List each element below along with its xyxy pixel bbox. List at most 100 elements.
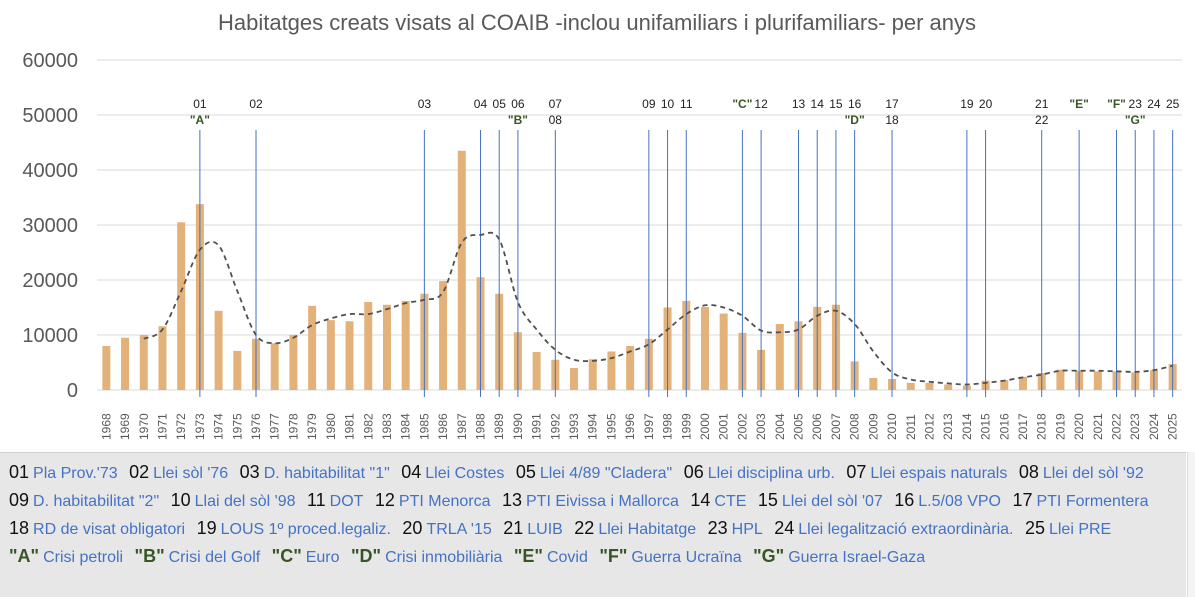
legend-code: "D" <box>350 546 382 566</box>
legend-item: 25 Llei PRE <box>1025 518 1111 538</box>
legend-item: 15 Llei del sòl '07 <box>757 490 883 510</box>
legend-code: 04 <box>401 462 422 482</box>
legend-item: 09 D. habitabilitat "2" <box>9 490 159 510</box>
bar-1972 <box>177 222 186 390</box>
x-tick-label: 2003 <box>754 413 768 440</box>
legend-text: L.5/08 VPO <box>918 493 1001 510</box>
bar-1980 <box>326 320 335 390</box>
x-tick-label: 2009 <box>866 413 880 440</box>
legend-code: "F" <box>599 546 628 566</box>
legend-text: Llei Costes <box>425 465 505 482</box>
x-tick-label: 1970 <box>137 413 151 440</box>
y-tick-label: 30000 <box>22 215 78 237</box>
legend-code: 08 <box>1018 462 1039 482</box>
legend-item: 22 Llei Habitatge <box>574 518 697 538</box>
x-tick-label: 1998 <box>661 413 675 440</box>
marker-label: "A" <box>190 113 210 127</box>
legend-code: 18 <box>9 518 30 538</box>
x-tick-label: 1990 <box>511 413 525 440</box>
legend-code: 10 <box>170 490 191 510</box>
marker-label: 13 <box>792 97 806 111</box>
x-tick-label: 2020 <box>1072 413 1086 440</box>
marker-label: 08 <box>549 113 563 127</box>
x-tick-label: 2023 <box>1128 413 1142 440</box>
legend-code: 03 <box>239 462 260 482</box>
bar-1996 <box>626 346 635 390</box>
y-tick-label: 20000 <box>22 270 78 292</box>
legend-code: 05 <box>515 462 536 482</box>
legend-item: "D" Crisi inmobiliària <box>350 546 502 566</box>
bar-2009 <box>869 377 878 390</box>
x-tick-label: 2007 <box>829 413 843 440</box>
bar-1987 <box>457 150 466 390</box>
legend-item: 11 DOT <box>307 490 364 510</box>
legend-code: 09 <box>9 490 30 510</box>
legend-code: 16 <box>894 490 915 510</box>
legend-text: PTI Eivissa i Mallorca <box>526 493 679 510</box>
x-tick-label: 1980 <box>324 413 338 440</box>
bar-1974 <box>214 310 223 390</box>
marker-label: 21 <box>1035 97 1049 111</box>
bar-1968 <box>102 346 111 390</box>
legend-item: 24 Llei legalització extraordinària. <box>774 518 1014 538</box>
bar-1979 <box>308 305 317 390</box>
legend-item: 03 D. habitabilitat "1" <box>239 462 390 482</box>
legend-item: 10 Llai del sòl '98 <box>170 490 296 510</box>
legend-text: TRLA '15 <box>426 521 492 538</box>
legend-text: CTE <box>714 493 747 510</box>
x-tick-label: 1973 <box>193 413 207 440</box>
legend-item: 05 Llei 4/89 "Cladera" <box>515 462 672 482</box>
bar-1983 <box>382 304 391 390</box>
bar-1993 <box>570 368 579 390</box>
marker-label: 12 <box>754 97 768 111</box>
legend-item: 14 CTE <box>690 490 747 510</box>
legend-code: "A" <box>9 546 40 566</box>
x-tick-label: 1996 <box>623 413 637 440</box>
legend-code: 07 <box>846 462 867 482</box>
bar-1982 <box>364 302 373 390</box>
legend-text: Llei del sòl '92 <box>1042 465 1144 482</box>
x-tick-label: 2015 <box>979 413 993 440</box>
legend-text: Llei legalització extraordinària. <box>798 521 1014 538</box>
legend-code: 02 <box>129 462 150 482</box>
legend-item: 01 Pla Prov.'73 <box>9 462 118 482</box>
legend-item: 06 Llei disciplina urb. <box>683 462 835 482</box>
x-tick-label: 1976 <box>249 413 263 440</box>
x-tick-label: 2004 <box>773 413 787 440</box>
legend-text: Llei espais naturals <box>870 465 1008 482</box>
marker-label: 02 <box>249 97 263 111</box>
bar-1991 <box>532 352 541 390</box>
x-tick-label: 1971 <box>155 413 169 440</box>
legend-text: DOT <box>329 493 364 510</box>
marker-label: 09 <box>642 97 656 111</box>
legend-text: Pla Prov.'73 <box>33 465 118 482</box>
marker-label: "F" <box>1107 97 1126 111</box>
legend-item: 12 PTI Menorca <box>375 490 491 510</box>
x-tick-label: 2016 <box>997 413 1011 440</box>
bar-1981 <box>345 321 354 390</box>
legend-code: 06 <box>683 462 704 482</box>
marker-label: 03 <box>418 97 432 111</box>
x-tick-label: 2021 <box>1091 413 1105 440</box>
legend-text: Llei Habitatge <box>598 521 697 538</box>
legend-code: 15 <box>757 490 778 510</box>
marker-label: 10 <box>661 97 675 111</box>
x-tick-label: 2022 <box>1110 413 1124 440</box>
legend-code: "E" <box>513 546 543 566</box>
x-tick-label: 2002 <box>735 413 749 440</box>
legend-code: 17 <box>1012 490 1033 510</box>
x-tick-label: 2006 <box>810 413 824 440</box>
x-tick-label: 1994 <box>586 413 600 440</box>
x-tick-label: 1972 <box>174 413 188 440</box>
legend-code: 19 <box>196 518 217 538</box>
x-tick-label: 1995 <box>604 413 618 440</box>
legend-item: 02 Llei sòl '76 <box>129 462 228 482</box>
trend-line <box>143 231 1173 386</box>
legend-item: "B" Crisi del Golf <box>135 546 261 566</box>
x-tick-label: 1982 <box>361 413 375 440</box>
bar-1984 <box>401 300 410 390</box>
scrollbar[interactable] <box>1187 452 1195 597</box>
legend: 01 Pla Prov.'73 02 Llei sòl '76 03 D. habit… <box>0 452 1186 597</box>
marker-label: "B" <box>508 113 528 127</box>
x-tick-label: 1992 <box>548 413 562 440</box>
